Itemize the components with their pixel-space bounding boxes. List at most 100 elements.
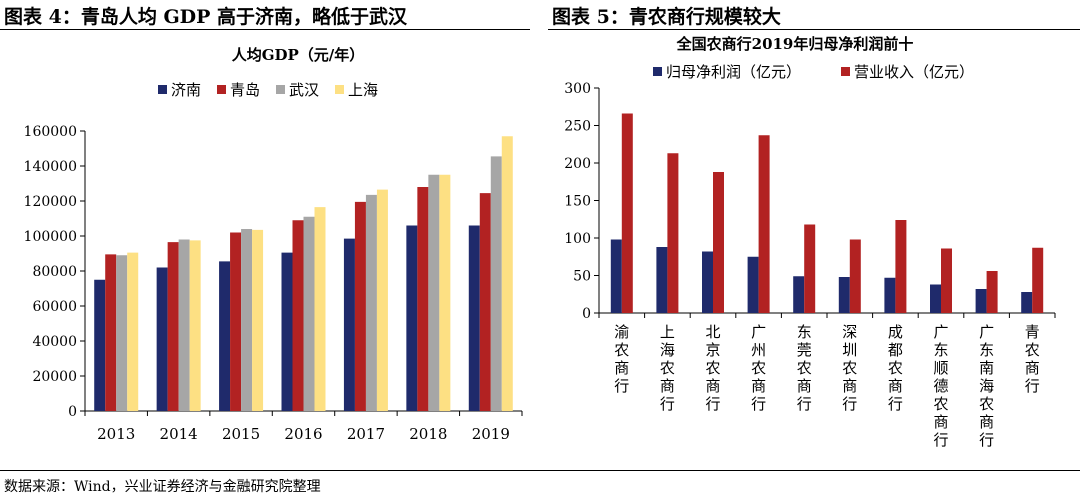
gdp-bar-2-1: [178, 239, 190, 411]
bank-bar-1-5: [849, 239, 861, 313]
bank-bar-0-6: [884, 277, 896, 313]
bank-x-label-7: 广东顺德农商行: [933, 323, 948, 449]
gdp-x-label-6: 2019: [472, 425, 510, 443]
gdp-x-label-5: 2018: [409, 425, 447, 443]
bank-bar-0-7: [930, 284, 941, 313]
gdp-bar-1-3: [292, 220, 304, 411]
footer-rule: [0, 470, 1080, 471]
bank-bar-1-3: [758, 135, 770, 313]
gdp-legend-swatch-3: [335, 85, 344, 94]
gdp-bar-3-0: [127, 252, 139, 411]
gdp-y-tick-label-1: 20000: [32, 369, 77, 385]
bank-y-tick-label-1: 50: [573, 269, 591, 285]
gdp-bar-0-4: [343, 238, 355, 411]
gdp-chart-title: 人均GDP（元/年）: [232, 46, 365, 64]
bank-bar-1-4: [804, 224, 816, 313]
gdp-bar-1-4: [354, 201, 366, 411]
bank-x-label-3: 广州农商行: [751, 323, 766, 413]
bank-legend-label-1: 营业收入（亿元）: [854, 63, 974, 81]
bank-legend-swatch-1: [841, 67, 850, 76]
gdp-x-label-0: 2013: [97, 425, 135, 443]
right-figure-title: 图表 5：青农商行规模较大: [552, 6, 781, 28]
gdp-bar-1-1: [167, 242, 179, 411]
gdp-bar-0-1: [156, 267, 168, 411]
gdp-bar-0-6: [468, 225, 480, 411]
bank-legend-swatch-0: [653, 67, 662, 76]
gdp-x-label-1: 2014: [160, 425, 198, 443]
bank-x-label-5: 深圳农商行: [842, 323, 857, 413]
bank-x-label-6: 成都农商行: [888, 323, 903, 413]
bank-x-label-1: 上海农商行: [660, 323, 675, 413]
gdp-y-tick-label-0: 0: [68, 404, 77, 420]
gdp-bar-0-0: [94, 279, 106, 411]
gdp-bar-0-2: [219, 261, 231, 411]
gdp-bar-2-6: [490, 156, 502, 411]
gdp-bar-3-3: [314, 207, 326, 411]
gdp-legend-label-2: 武汉: [289, 81, 319, 99]
gdp-bar-3-2: [252, 229, 264, 411]
bank-y-tick-label-0: 0: [582, 306, 591, 322]
bank-bar-0-1: [656, 247, 668, 313]
bank-bar-1-8: [986, 271, 998, 313]
gdp-legend-swatch-0: [158, 85, 167, 94]
gdp-y-tick-label-6: 120000: [24, 194, 77, 210]
gdp-bar-2-0: [116, 255, 128, 411]
bank-bar-0-9: [1021, 292, 1033, 313]
right-title-rule: [548, 29, 1080, 30]
bank-bar-1-0: [621, 113, 633, 313]
gdp-y-tick-label-4: 80000: [32, 264, 77, 280]
gdp-bar-3-4: [376, 189, 388, 411]
gdp-legend-label-0: 济南: [171, 81, 201, 99]
bank-bar-1-1: [667, 153, 679, 313]
bank-y-tick-label-6: 300: [564, 81, 591, 97]
gdp-per-capita-chart: 人均GDP（元/年） 济南 青岛 武汉 上海 0 20000 40000 60000 80000 1…: [24, 46, 523, 443]
bank-bar-0-8: [975, 289, 987, 313]
gdp-bar-1-6: [479, 193, 491, 411]
bank-bar-1-6: [895, 220, 907, 313]
bank-y-tick-label-5: 250: [564, 119, 591, 135]
left-title-rule: [0, 29, 530, 30]
bank-bar-1-2: [713, 172, 724, 313]
gdp-bar-0-3: [281, 252, 293, 411]
gdp-bar-2-2: [241, 229, 253, 411]
bank-bar-1-9: [1032, 247, 1044, 313]
bank-x-label-8: 广东南海农商行: [979, 323, 994, 449]
gdp-bar-0-5: [406, 225, 418, 411]
bank-bar-1-7: [941, 248, 952, 313]
gdp-legend-swatch-1: [217, 85, 226, 94]
gdp-bar-3-1: [189, 240, 201, 411]
bank-x-label-0: 渝农商行: [614, 323, 629, 395]
gdp-bar-1-0: [105, 254, 117, 411]
bank-bar-0-5: [838, 277, 850, 313]
gdp-y-tick-label-8: 160000: [24, 124, 77, 140]
bank-x-label-4: 东莞农商行: [797, 323, 812, 413]
gdp-bar-1-2: [230, 232, 242, 411]
bank-x-label-9: 青农商行: [1025, 323, 1040, 395]
bank-y-tick-label-2: 100: [564, 231, 591, 247]
source-note: 数据来源：Wind，兴业证券经济与金融研究院整理: [4, 479, 321, 495]
gdp-legend-swatch-2: [276, 85, 285, 94]
gdp-legend-label-3: 上海: [348, 81, 378, 99]
gdp-bar-1-5: [417, 187, 429, 411]
gdp-bar-2-3: [303, 216, 315, 411]
gdp-y-tick-label-5: 100000: [24, 229, 77, 245]
gdp-y-tick-label-7: 140000: [24, 159, 77, 175]
bank-y-tick-label-4: 200: [564, 156, 591, 172]
bank-bar-0-3: [747, 256, 759, 313]
bank-bar-0-0: [610, 239, 622, 313]
bank-bar-0-4: [793, 276, 805, 313]
gdp-x-label-2: 2015: [222, 425, 260, 443]
bank-y-tick-label-3: 150: [564, 194, 591, 210]
gdp-bar-2-4: [365, 194, 377, 411]
bank-bar-0-2: [702, 251, 713, 313]
gdp-legend-label-1: 青岛: [230, 81, 260, 99]
left-figure-title: 图表 4：青岛人均 GDP 高于济南，略低于武汉: [4, 6, 408, 28]
gdp-bar-3-5: [439, 174, 451, 411]
bank-x-label-2: 北京农商行: [705, 323, 720, 413]
gdp-bar-2-5: [428, 174, 440, 411]
gdp-x-label-3: 2016: [284, 425, 322, 443]
bank-chart-title: 全国农商行2019年归母净利润前十: [676, 35, 914, 53]
gdp-bar-3-6: [501, 136, 513, 411]
bank-legend-label-0: 归母净利润（亿元）: [666, 63, 801, 81]
